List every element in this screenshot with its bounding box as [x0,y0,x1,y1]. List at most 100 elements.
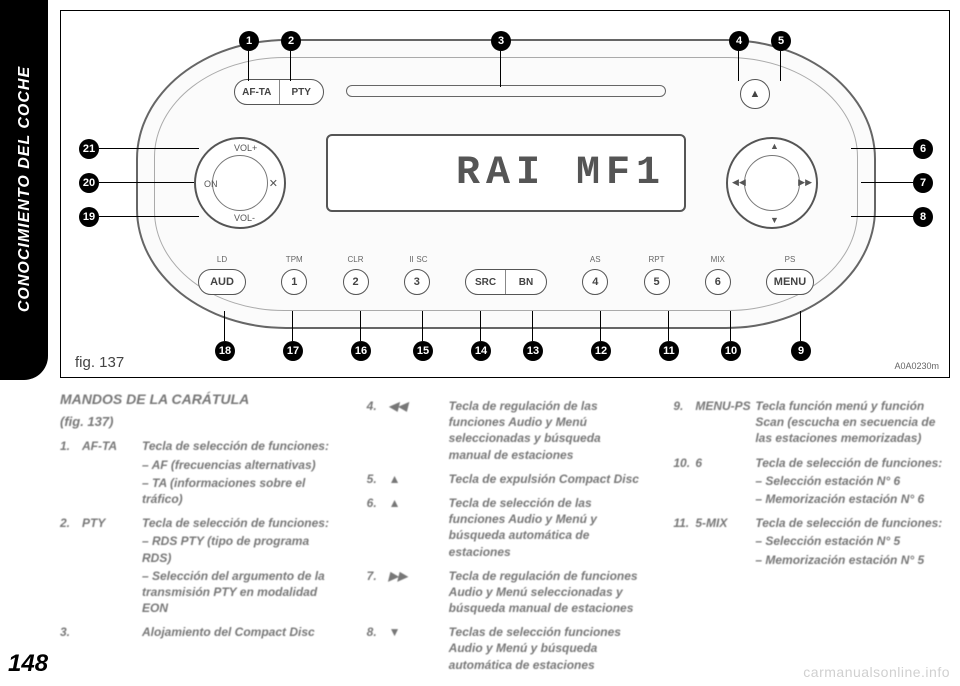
entry-number: 4. [367,398,389,463]
lead [800,311,801,341]
callout-12: 12 [591,341,611,361]
fwd-icon: ▶▶ [798,177,812,188]
entry-key: ◀◀ [389,398,449,463]
entry-number: 1. [60,438,82,454]
list-entry: 4.◀◀Tecla de regulación de las funciones… [367,398,644,463]
lead [360,311,361,341]
ld-label: LD [217,255,227,264]
menu-button[interactable]: MENU [766,269,814,295]
callout-11: 11 [659,341,679,361]
list-entry: 8.▼Teclas de selección funciones Audio y… [367,624,644,673]
list-entry: 2.PTYTecla de selección de funciones: [60,515,337,531]
entry-key [82,624,142,640]
aud-button[interactable]: AUD [198,269,246,295]
bn-button[interactable]: BN [506,270,546,294]
entry-number: 2. [60,515,82,531]
list-entry: 3.Alojamiento del Compact Disc [60,624,337,640]
preset-5-button[interactable]: 5 [644,269,670,295]
car-radio: AF-TA PTY ▲ RAI MF1 VOL+ ON ✕ VOL- ▲ ▼ ◀… [136,39,876,329]
cd-slot [346,85,666,97]
button-row: LD AUD TPM 1 CLR 2 IISC 3 SRC BN AS 4 RP… [198,247,814,295]
clr-label: CLR [347,255,363,264]
entry-subline: – AF (frecuencias alternativas) [60,457,337,473]
entry-key: PTY [82,515,142,531]
lead [730,311,731,341]
lead [480,311,481,341]
entry-desc: Tecla de selección de funciones: [142,515,337,531]
callout-19: 19 [79,207,99,227]
column-2: 4.◀◀Tecla de regulación de las funciones… [367,390,644,670]
vol-minus-label: VOL- [234,213,255,223]
entry-number: 11. [673,515,695,531]
lead [224,311,225,341]
ps-label: PS [785,255,796,264]
callout-5: 5 [771,31,791,51]
entry-subline: – Selección estación N° 5 [673,533,950,549]
lead [861,182,913,183]
volume-knob[interactable]: VOL+ ON ✕ VOL- [194,137,286,229]
rpt-label: RPT [649,255,665,264]
entry-key: AF-TA [82,438,142,454]
callout-3: 3 [491,31,511,51]
side-tab-label: CONOCIMIENTO DEL COCHE [16,44,34,334]
preset-3-button[interactable]: 3 [404,269,430,295]
entry-desc: Tecla de selección de las funciones Audi… [449,495,644,560]
preset-1-button[interactable]: 1 [281,269,307,295]
entry-subline: – Memorización estación N° 5 [673,552,950,568]
vol-plus-label: VOL+ [234,143,257,153]
figure-label: fig. 137 [75,354,124,371]
eject-icon: ▲ [750,88,761,100]
mix-label: MIX [711,255,725,264]
entry-desc: Tecla función menú y función Scan (escuc… [755,398,950,447]
down-icon: ▼ [770,215,779,225]
list-entry: 9.MENU-PSTecla función menú y función Sc… [673,398,950,447]
callout-17: 17 [283,341,303,361]
entry-subline: – Memorización estación N° 6 [673,491,950,507]
lead [99,216,199,217]
list-entry: 11.5-MIXTecla de selección de funciones: [673,515,950,531]
lead [99,182,194,183]
entry-desc: Teclas de selección funciones Audio y Me… [449,624,644,673]
entry-number: 8. [367,624,389,673]
lead [532,311,533,341]
src-bn-group: SRC BN [465,269,547,295]
list-entry: 6.▲Tecla de selección de las funciones A… [367,495,644,560]
preset-6-button[interactable]: 6 [705,269,731,295]
lead [668,311,669,341]
entry-key: ▼ [389,624,449,673]
tpm-label: TPM [286,255,303,264]
callout-2: 2 [281,31,301,51]
callout-21: 21 [79,139,99,159]
pty-button[interactable]: PTY [280,80,324,104]
lead [99,148,199,149]
entry-key: 6 [695,455,755,471]
on-label: ON [204,179,218,189]
column-1: MANDOS DE LA CARÁTULA (fig. 137) 1.AF-TA… [60,390,337,670]
entry-number: 10. [673,455,695,471]
entry-key: ▲ [389,495,449,560]
preset-2-button[interactable]: 2 [343,269,369,295]
callout-6: 6 [913,139,933,159]
eject-button[interactable]: ▲ [740,79,770,109]
callout-15: 15 [413,341,433,361]
entry-subline: – Selección estación N° 6 [673,473,950,489]
mute-icon: ✕ [269,177,278,190]
page-number: 148 [8,650,48,678]
lead [738,51,739,81]
nav-knob[interactable]: ▲ ▼ ◀◀ ▶▶ [726,137,818,229]
src-button[interactable]: SRC [466,270,506,294]
list-entry: 1.AF-TATecla de selección de funciones: [60,438,337,454]
callout-4: 4 [729,31,749,51]
callout-10: 10 [721,341,741,361]
afta-button[interactable]: AF-TA [235,80,280,104]
rew-icon: ◀◀ [732,177,746,188]
entry-desc: Tecla de regulación de las funciones Aud… [449,398,644,463]
afta-pty-group: AF-TA PTY [234,79,324,105]
entry-subline: – Selección del argumento de la transmis… [60,568,337,617]
callout-13: 13 [523,341,543,361]
entry-desc: Tecla de expulsión Compact Disc [449,471,644,487]
entry-desc: Tecla de selección de funciones: [755,455,950,471]
entry-subline: – TA (informaciones sobre el tráfico) [60,475,337,507]
preset-4-button[interactable]: 4 [582,269,608,295]
callout-8: 8 [913,207,933,227]
